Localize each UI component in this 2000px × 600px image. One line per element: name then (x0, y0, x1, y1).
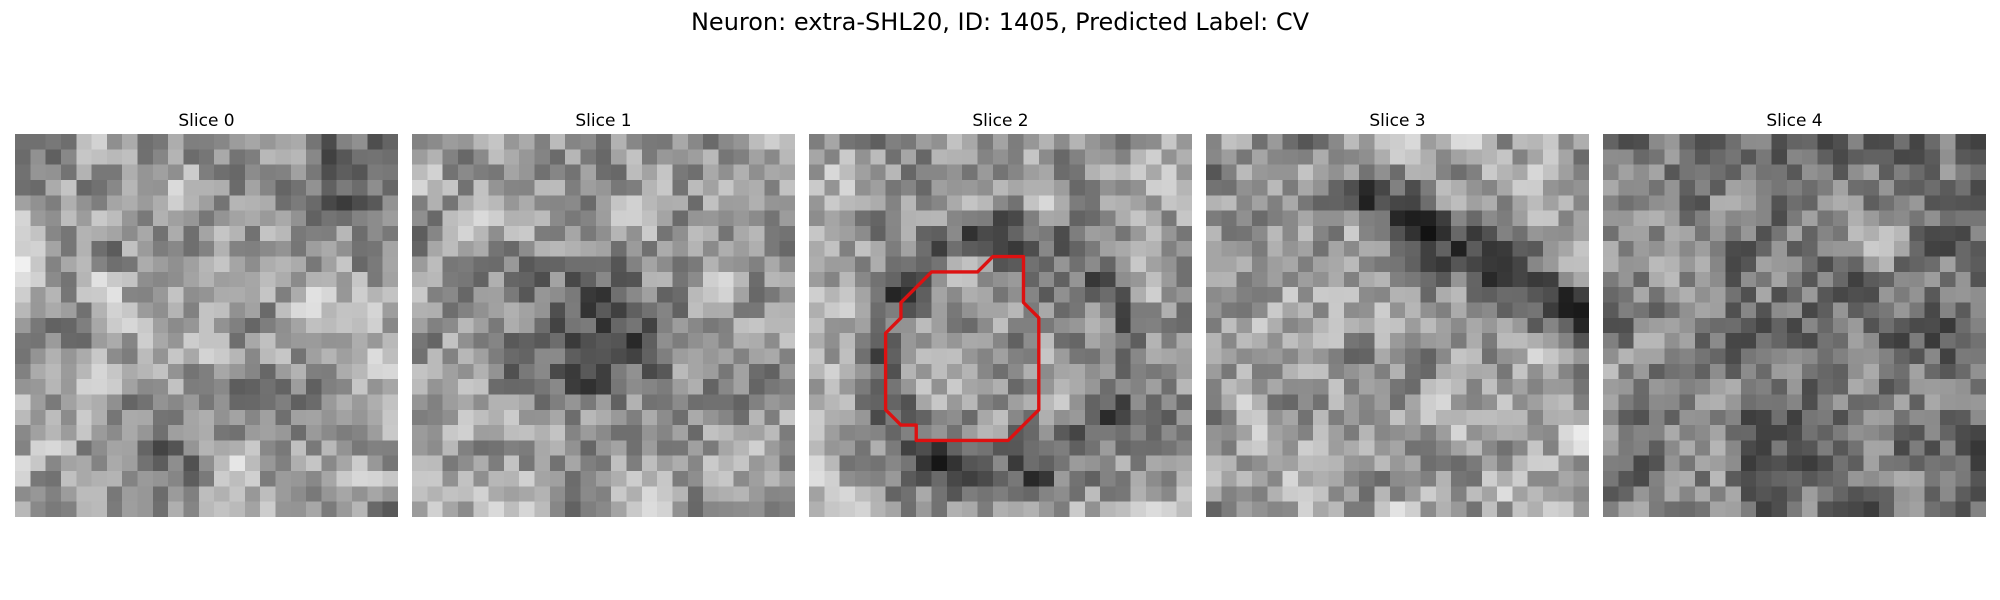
slice-panel-0: Slice 0 (15, 108, 398, 517)
slice-image-0 (15, 134, 398, 517)
slice-image-3 (1206, 134, 1589, 517)
figure-title: Neuron: extra-SHL20, ID: 1405, Predicted… (0, 8, 2000, 36)
slice-title: Slice 3 (1206, 108, 1589, 134)
slice-image-1 (412, 134, 795, 517)
slice-title: Slice 0 (15, 108, 398, 134)
slice-panel-2: Slice 2 (809, 108, 1192, 517)
slice-image-2 (809, 134, 1192, 517)
slice-title: Slice 1 (412, 108, 795, 134)
slice-image-4 (1603, 134, 1986, 517)
slice-panel-1: Slice 1 (412, 108, 795, 517)
slice-title: Slice 4 (1603, 108, 1986, 134)
slice-panel-4: Slice 4 (1603, 108, 1986, 517)
slice-title: Slice 2 (809, 108, 1192, 134)
slice-panel-3: Slice 3 (1206, 108, 1589, 517)
